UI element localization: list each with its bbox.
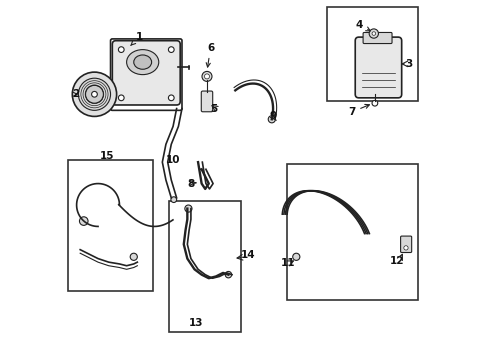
FancyBboxPatch shape [112,41,180,105]
Bar [287,164,417,300]
Ellipse shape [134,55,151,69]
Text: 7: 7 [347,104,368,117]
Circle shape [371,32,375,35]
Circle shape [225,271,231,278]
Text: 6: 6 [206,43,214,67]
Circle shape [91,91,97,97]
Text: 12: 12 [389,256,404,266]
Circle shape [202,71,212,81]
Circle shape [403,246,407,250]
Bar [169,202,241,332]
Ellipse shape [126,50,159,75]
Circle shape [371,100,377,106]
FancyBboxPatch shape [201,91,212,112]
Text: 11: 11 [281,258,295,268]
Text: 2: 2 [72,89,80,99]
FancyBboxPatch shape [354,37,401,98]
Circle shape [184,205,192,212]
Circle shape [204,74,209,79]
FancyBboxPatch shape [363,32,391,44]
Circle shape [80,217,88,225]
Circle shape [118,95,124,101]
Circle shape [78,78,110,111]
Text: 4: 4 [354,19,369,31]
Circle shape [171,197,176,203]
Bar [326,7,417,102]
Circle shape [85,85,103,103]
Text: 3: 3 [405,59,411,69]
Bar [67,160,153,291]
Text: 9: 9 [269,111,276,121]
Circle shape [292,253,299,260]
Circle shape [168,95,174,101]
Text: 15: 15 [100,151,114,161]
Circle shape [268,116,275,123]
Text: 8: 8 [187,179,194,189]
Circle shape [168,47,174,53]
Circle shape [118,47,124,53]
Circle shape [130,253,137,260]
Text: 13: 13 [189,318,203,328]
Text: 10: 10 [165,156,180,165]
Circle shape [72,72,116,116]
Text: 1: 1 [130,32,142,45]
Text: 5: 5 [210,104,217,113]
Text: 14: 14 [240,250,255,260]
Circle shape [368,29,378,38]
FancyBboxPatch shape [400,236,411,252]
